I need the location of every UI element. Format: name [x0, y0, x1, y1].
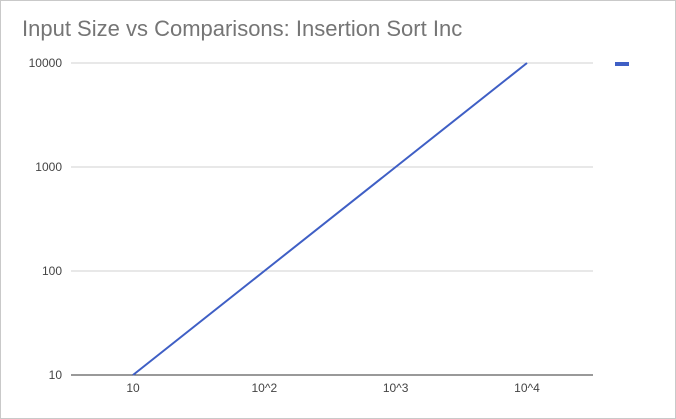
legend-layer [615, 62, 629, 66]
x-tick-label: 10 [126, 381, 140, 395]
y-tick-label: 10000 [29, 56, 63, 70]
x-tick-label: 10^2 [252, 381, 278, 395]
series-line [132, 62, 528, 376]
y-tick-label: 1000 [35, 160, 62, 174]
legend-swatch [615, 62, 629, 66]
x-tick-label: 10^4 [514, 381, 540, 395]
grid-layer [71, 62, 593, 272]
chart-title: Input Size vs Comparisons: Insertion Sor… [22, 16, 463, 41]
y-tick-label: 10 [49, 368, 63, 382]
x-tick-label: 10^3 [383, 381, 409, 395]
y-tick-label: 100 [42, 264, 62, 278]
series-layer [132, 62, 528, 376]
axis-layer: 10 100 1000 10000 10 10^2 10^3 10^4 [29, 56, 593, 395]
